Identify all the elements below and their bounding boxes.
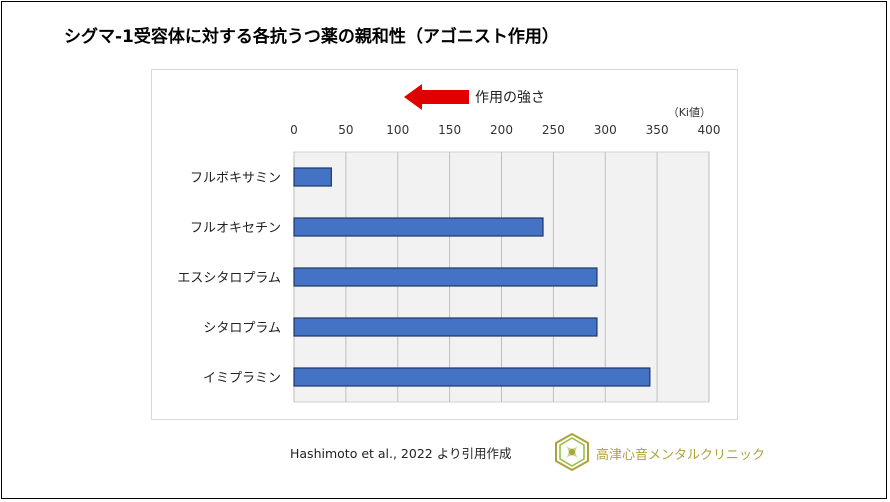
bar (293, 367, 651, 387)
arrow-label: 作用の強さ (475, 90, 545, 106)
x-tick-label: 300 (594, 123, 617, 137)
clinic-name: 高津心音メンタルクリニック (596, 448, 766, 463)
source-citation: Hashimoto et al., 2022 より引用作成 (290, 446, 512, 461)
x-tick-label: 250 (542, 123, 565, 137)
bar-chart: 0 50 100 150 200 250 300 350 400 （Ki値） 作用の強さフルボキサミ… (177, 84, 721, 403)
x-tick-label: 200 (490, 123, 513, 137)
x-tick-label: 100 (386, 123, 409, 137)
bar (293, 167, 332, 187)
x-tick-label: 350 (646, 123, 669, 137)
bar (293, 317, 598, 337)
category-label: フルボキサミン (190, 171, 281, 186)
page-title: シグマ-1受容体に対する各抗うつ薬の親和性（アゴニスト作用） (64, 27, 559, 47)
x-tick-label: 400 (698, 123, 721, 137)
unit-label: （Ki値） (668, 106, 711, 119)
x-tick-label: 150 (438, 123, 461, 137)
x-tick-label: 0 (290, 123, 298, 137)
chart-area: 0 50 100 150 200 250 300 350 400 （Ki値） 作用の強さフルボキサミ… (151, 69, 738, 420)
category-label: エスシタロプラム (177, 271, 281, 286)
bar (293, 267, 598, 287)
clinic-logo-icon (555, 432, 589, 472)
category-label: イミプラミン (203, 371, 281, 386)
bar (293, 217, 544, 237)
category-label: フルオキセチン (190, 221, 281, 236)
x-tick-label: 50 (338, 123, 353, 137)
direction-arrow-icon (404, 84, 469, 110)
category-label: シタロプラム (203, 321, 281, 336)
